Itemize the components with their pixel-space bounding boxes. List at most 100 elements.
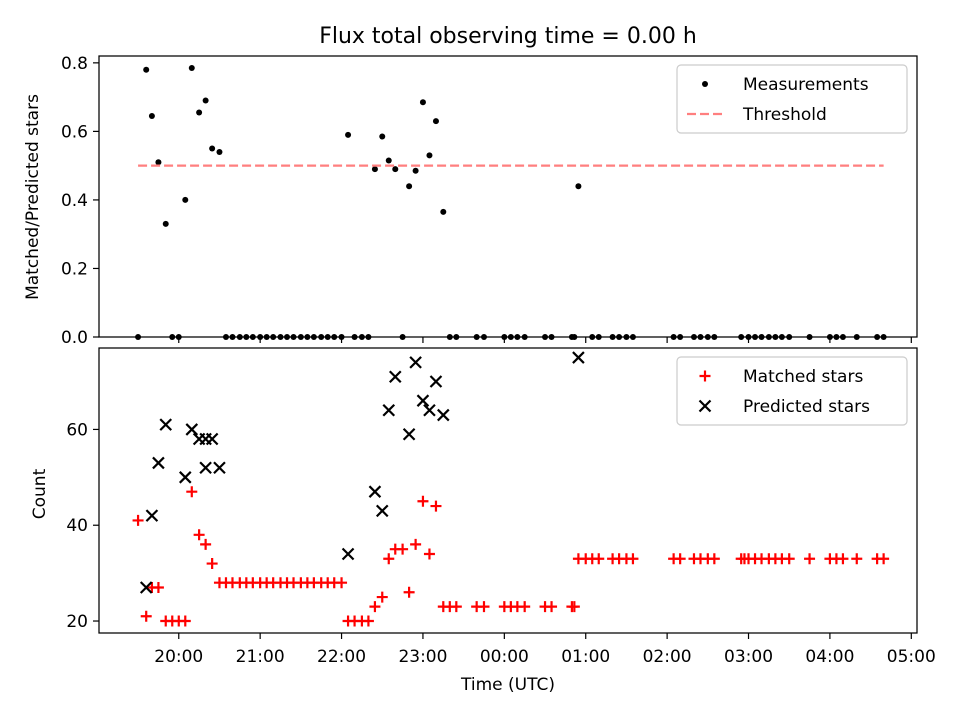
predicted-star-marker bbox=[205, 432, 219, 446]
matched-star-marker bbox=[403, 586, 415, 598]
measurement-point bbox=[432, 118, 439, 125]
matched-star-marker bbox=[193, 529, 205, 541]
bottom-x-tick-label: 01:00 bbox=[561, 647, 610, 667]
top-panel: 0.00.20.40.60.8 Matched/Predicted stars … bbox=[23, 54, 918, 348]
matched-star-marker bbox=[783, 553, 795, 565]
matched-star-marker bbox=[140, 610, 152, 622]
predicted-star-marker bbox=[409, 356, 422, 369]
bottom-y-tick-label: 20 bbox=[66, 612, 88, 632]
bottom-plot-frame bbox=[98, 347, 918, 634]
matched-star-marker bbox=[376, 591, 388, 603]
bottom-x-axis-label: Time (UTC) bbox=[460, 675, 555, 695]
matched-star-marker bbox=[851, 553, 863, 565]
matched-star-marker bbox=[179, 615, 191, 627]
top-y-axis: 0.0 0.2 0.4 0.6 0.8 bbox=[61, 54, 99, 348]
measurement-point bbox=[440, 208, 447, 215]
predicted-star-marker bbox=[145, 509, 159, 522]
matched-star-marker bbox=[152, 581, 164, 593]
chart-title: Flux total observing time = 0.00 h bbox=[319, 24, 697, 49]
top-y-tick-label: 0.4 bbox=[61, 191, 88, 211]
top-y-tick-label: 0.6 bbox=[61, 122, 88, 142]
top-x-axis bbox=[178, 337, 912, 343]
matched-star-marker bbox=[519, 601, 531, 613]
bottom-x-tick-label: 05:00 bbox=[887, 647, 936, 667]
top-plot-frame bbox=[98, 55, 918, 338]
bottom-y-tick-label: 60 bbox=[66, 420, 88, 440]
top-y-tick-label: 0.8 bbox=[61, 54, 88, 74]
predicted-star-marker bbox=[402, 427, 416, 441]
legend-label: Threshold bbox=[742, 105, 827, 125]
predicted-star-marker bbox=[213, 461, 226, 475]
matched-star-marker bbox=[336, 577, 348, 589]
bottom-y-tick-label: 40 bbox=[66, 516, 88, 536]
measurement-point bbox=[379, 133, 386, 140]
bottom-x-tick-label: 04:00 bbox=[805, 647, 854, 667]
measurement-point bbox=[345, 131, 352, 138]
predicted-star-marker bbox=[199, 461, 212, 475]
bottom-x-tick-label: 20:00 bbox=[154, 647, 203, 667]
predicted-star-marker bbox=[368, 485, 382, 498]
bottom-panel: 20 40 60 20:00 21:00 22:00 23:00 00:00 01:00 02:… bbox=[30, 347, 936, 695]
top-y-tick-label: 0.0 bbox=[61, 328, 88, 348]
predicted-star-marker bbox=[429, 375, 443, 388]
top-y-axis-label: Matched/Predicted stars bbox=[23, 94, 43, 300]
matched-star-marker bbox=[362, 615, 374, 627]
measurement-point bbox=[406, 183, 413, 190]
predicted-star-marker bbox=[423, 403, 436, 417]
matched-star-marker bbox=[837, 553, 849, 565]
matched-star-marker bbox=[430, 500, 442, 512]
bottom-x-tick-label: 22:00 bbox=[317, 647, 366, 667]
measurement-point bbox=[155, 159, 162, 166]
measurement-point bbox=[575, 183, 582, 190]
measurement-point bbox=[162, 220, 169, 227]
predicted-star-marker bbox=[388, 370, 402, 384]
matched-star-marker bbox=[593, 553, 605, 565]
measurement-point bbox=[143, 66, 150, 73]
predicted-star-marker bbox=[375, 504, 389, 518]
measurement-point bbox=[392, 166, 399, 173]
predicted-star-marker bbox=[572, 351, 585, 364]
measurement-point bbox=[202, 97, 209, 104]
matched-star-marker bbox=[383, 553, 395, 565]
matched-star-marker bbox=[410, 538, 422, 550]
predicted-star-marker bbox=[416, 394, 430, 407]
matched-star-marker bbox=[369, 601, 381, 613]
measurement-point bbox=[182, 196, 189, 203]
matched-star-marker bbox=[423, 548, 435, 560]
legend-measurement-swatch bbox=[702, 81, 708, 87]
matched-star-marker bbox=[878, 553, 890, 565]
predicted-star-marker bbox=[341, 547, 355, 561]
matched-star-marker bbox=[804, 553, 816, 565]
matched-star-marker bbox=[568, 601, 580, 613]
matched-star-marker bbox=[132, 514, 144, 526]
matched-star-marker bbox=[674, 553, 686, 565]
measurement-point bbox=[385, 157, 392, 164]
predicted-star-marker bbox=[139, 581, 153, 594]
matched-star-marker bbox=[478, 601, 490, 613]
top-y-tick-label: 0.2 bbox=[61, 259, 88, 279]
bottom-x-tick-label: 23:00 bbox=[398, 647, 447, 667]
measurement-point bbox=[371, 166, 378, 173]
bottom-x-tick-label: 03:00 bbox=[724, 647, 773, 667]
legend-label: Measurements bbox=[743, 75, 869, 95]
bottom-y-axis-label: Count bbox=[30, 468, 50, 519]
predicted-star-marker bbox=[178, 471, 192, 484]
matched-star-marker bbox=[546, 601, 558, 613]
predicted-star-marker bbox=[437, 408, 450, 422]
matched-star-marker bbox=[206, 558, 218, 570]
bottom-data-marks bbox=[132, 351, 890, 627]
matched-star-marker bbox=[450, 601, 462, 613]
measurement-point bbox=[148, 112, 155, 119]
measurement-point bbox=[196, 109, 203, 116]
matched-star-marker bbox=[417, 495, 429, 507]
bottom-x-tick-label: 00:00 bbox=[480, 647, 529, 667]
matched-star-marker bbox=[708, 553, 720, 565]
predicted-star-marker bbox=[185, 423, 199, 436]
bottom-legend-box bbox=[676, 356, 908, 426]
bottom-x-axis: 20:00 21:00 22:00 23:00 00:00 01:00 02:00 03:00… bbox=[154, 633, 936, 667]
legend-predicted-swatch bbox=[698, 399, 712, 413]
legend-label: Predicted stars bbox=[743, 397, 870, 417]
measurement-point bbox=[426, 152, 433, 159]
bottom-legend: Matched stars Predicted stars bbox=[676, 356, 908, 426]
